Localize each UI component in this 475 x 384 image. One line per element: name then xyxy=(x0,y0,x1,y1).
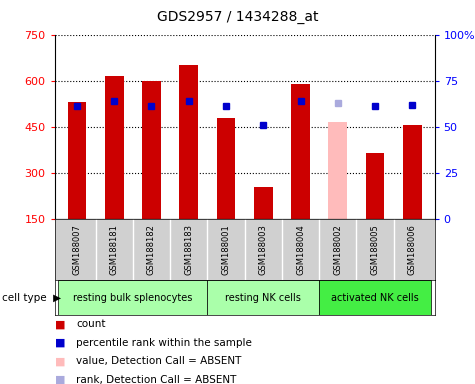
Text: rank, Detection Call = ABSENT: rank, Detection Call = ABSENT xyxy=(76,375,237,384)
Text: activated NK cells: activated NK cells xyxy=(331,293,419,303)
Text: GSM188002: GSM188002 xyxy=(333,224,342,275)
Text: GSM188183: GSM188183 xyxy=(184,224,193,275)
Bar xyxy=(291,84,310,219)
Bar xyxy=(180,65,198,219)
Text: GSM188004: GSM188004 xyxy=(296,224,305,275)
Text: GSM188001: GSM188001 xyxy=(221,224,230,275)
Bar xyxy=(67,102,86,219)
Text: ■: ■ xyxy=(55,338,65,348)
Text: GSM188181: GSM188181 xyxy=(110,224,119,275)
Bar xyxy=(208,280,319,315)
Text: GSM188182: GSM188182 xyxy=(147,224,156,275)
Text: GSM188007: GSM188007 xyxy=(73,224,82,275)
Bar xyxy=(105,76,124,219)
Text: percentile rank within the sample: percentile rank within the sample xyxy=(76,338,252,348)
Bar xyxy=(142,81,161,219)
Bar xyxy=(366,153,384,219)
Text: resting NK cells: resting NK cells xyxy=(225,293,301,303)
Bar xyxy=(328,122,347,219)
Text: count: count xyxy=(76,319,105,329)
Bar xyxy=(319,280,431,315)
Text: GSM188005: GSM188005 xyxy=(370,224,380,275)
Bar xyxy=(254,187,273,219)
Text: GDS2957 / 1434288_at: GDS2957 / 1434288_at xyxy=(157,10,318,23)
Bar xyxy=(217,118,235,219)
Text: resting bulk splenocytes: resting bulk splenocytes xyxy=(73,293,192,303)
Text: GSM188003: GSM188003 xyxy=(259,224,268,275)
Bar xyxy=(403,125,422,219)
Text: ■: ■ xyxy=(55,375,65,384)
Text: cell type  ▶: cell type ▶ xyxy=(2,293,61,303)
Text: GSM188006: GSM188006 xyxy=(408,224,417,275)
Text: ■: ■ xyxy=(55,356,65,366)
Text: ■: ■ xyxy=(55,319,65,329)
Text: value, Detection Call = ABSENT: value, Detection Call = ABSENT xyxy=(76,356,241,366)
Bar xyxy=(58,280,208,315)
